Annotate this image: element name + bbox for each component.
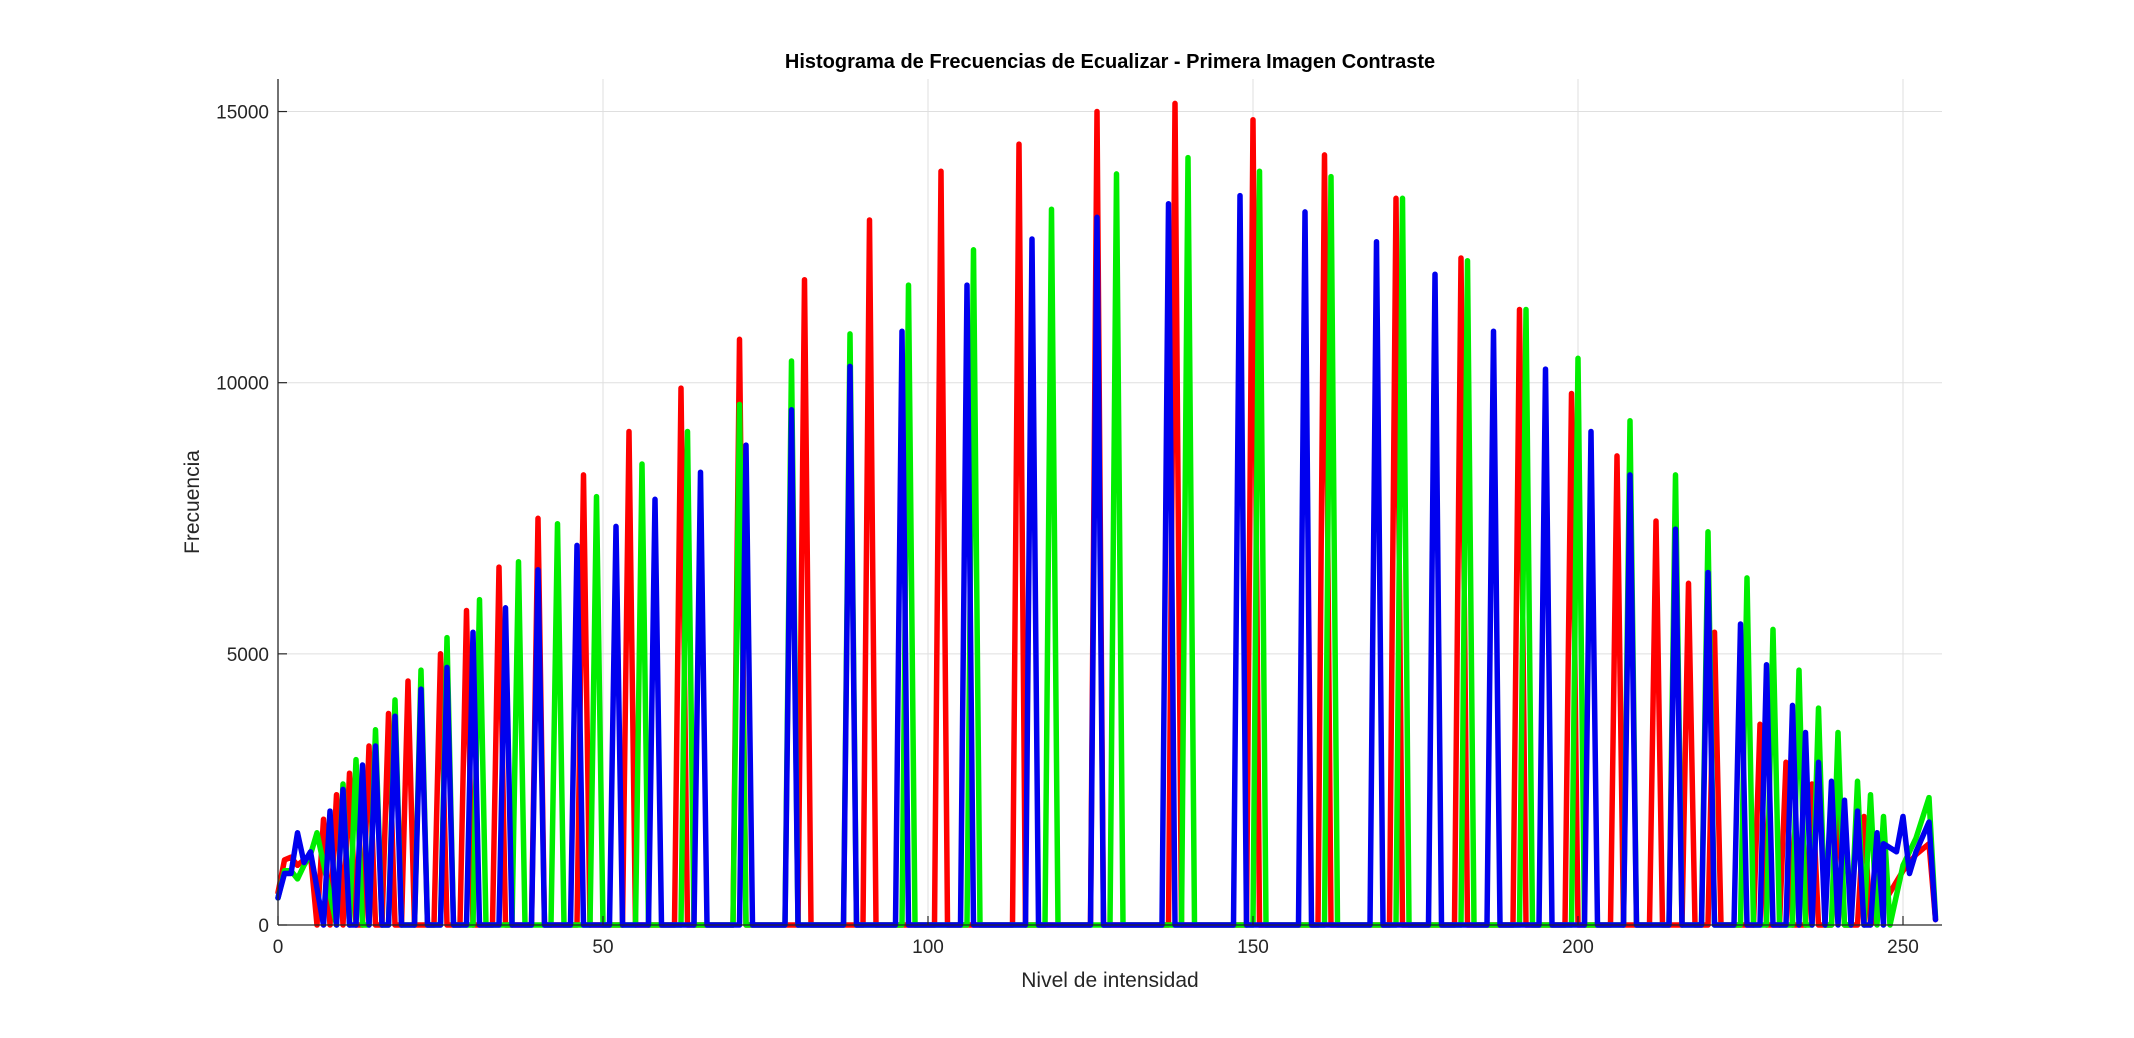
x-tick-label: 150 (1237, 937, 1269, 958)
chart-title: Histograma de Frecuencias de Ecualizar -… (785, 51, 1435, 73)
x-tick-label: 50 (592, 937, 613, 958)
x-ticks: 0 50 100 150 200 250 (273, 916, 1919, 958)
axes (277, 79, 1942, 926)
y-tick-label: 15000 (216, 103, 269, 124)
x-tick-label: 0 (273, 937, 284, 958)
x-tick-label: 250 (1887, 937, 1919, 958)
y-ticks: 0 5000 10000 15000 (216, 103, 287, 937)
y-tick-label: 5000 (227, 645, 269, 666)
y-tick-label: 10000 (216, 374, 269, 395)
x-tick-label: 100 (912, 937, 944, 958)
x-axis-label: Nivel de intensidad (1021, 969, 1198, 992)
y-axis-label: Frecuencia (181, 450, 204, 554)
x-tick-label: 200 (1562, 937, 1594, 958)
y-tick-label: 0 (258, 916, 269, 937)
